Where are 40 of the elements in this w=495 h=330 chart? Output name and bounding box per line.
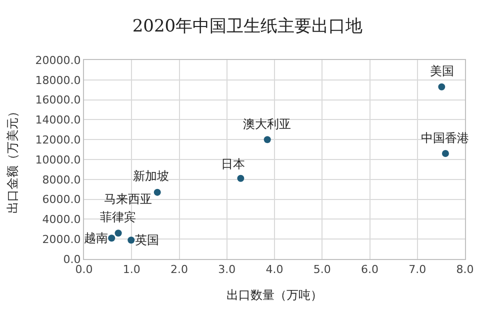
y-tick-label: 2000.0 bbox=[42, 232, 81, 246]
annotation: 中国香港 bbox=[421, 131, 469, 145]
x-tick-label: 8.0 bbox=[456, 263, 474, 276]
point bbox=[108, 234, 116, 242]
annotation: 美国 bbox=[430, 64, 454, 78]
y-tick-label: 12000.0 bbox=[35, 133, 81, 146]
point bbox=[128, 236, 135, 244]
annotation: 澳大利亚 bbox=[243, 117, 291, 131]
y-tick-label: 10000.0 bbox=[35, 153, 81, 166]
point bbox=[114, 230, 122, 237]
annotation: 菲律宾 bbox=[100, 210, 136, 224]
x-axis-title: 出口数量（万吨） bbox=[226, 288, 322, 302]
y-tick-label: 0.0 bbox=[63, 252, 81, 266]
point bbox=[154, 188, 161, 196]
x-tick-label: 2.0 bbox=[170, 263, 188, 276]
annotation: 英国 bbox=[135, 233, 159, 247]
y-tick-label: 20000.0 bbox=[35, 54, 81, 67]
x-tick-label: 1.0 bbox=[122, 263, 140, 276]
x-tick-label: 7.0 bbox=[408, 263, 426, 276]
y-tick-label: 8000.0 bbox=[42, 173, 81, 186]
y-tick-label: 4000.0 bbox=[42, 213, 81, 226]
chart-title: 2020年中国卫生纸主要出口地 bbox=[132, 16, 363, 37]
x-tick-label: 6.0 bbox=[361, 263, 378, 276]
point bbox=[237, 174, 244, 182]
annotation: 新加坡 bbox=[133, 169, 169, 183]
x-tick-label: 5.0 bbox=[313, 263, 331, 276]
y-tick-label: 16000.0 bbox=[35, 94, 81, 107]
y-tick-label: 6000.0 bbox=[42, 193, 81, 206]
x-tick-label: 4.0 bbox=[266, 263, 284, 276]
y-tick-label: 14000.0 bbox=[35, 114, 81, 127]
point bbox=[442, 150, 449, 158]
annotation: 马来西亚 bbox=[104, 192, 152, 206]
x-tick-label: 0.0 bbox=[75, 263, 93, 276]
annotation: 越南 bbox=[84, 231, 108, 245]
annotation: 日本 bbox=[221, 157, 245, 171]
point bbox=[438, 83, 446, 90]
y-tick-label: 18000.0 bbox=[35, 74, 81, 87]
point bbox=[264, 136, 271, 144]
y-axis-title: 出口金额（万美元） bbox=[6, 106, 20, 214]
x-tick-label: 3.0 bbox=[218, 263, 236, 276]
